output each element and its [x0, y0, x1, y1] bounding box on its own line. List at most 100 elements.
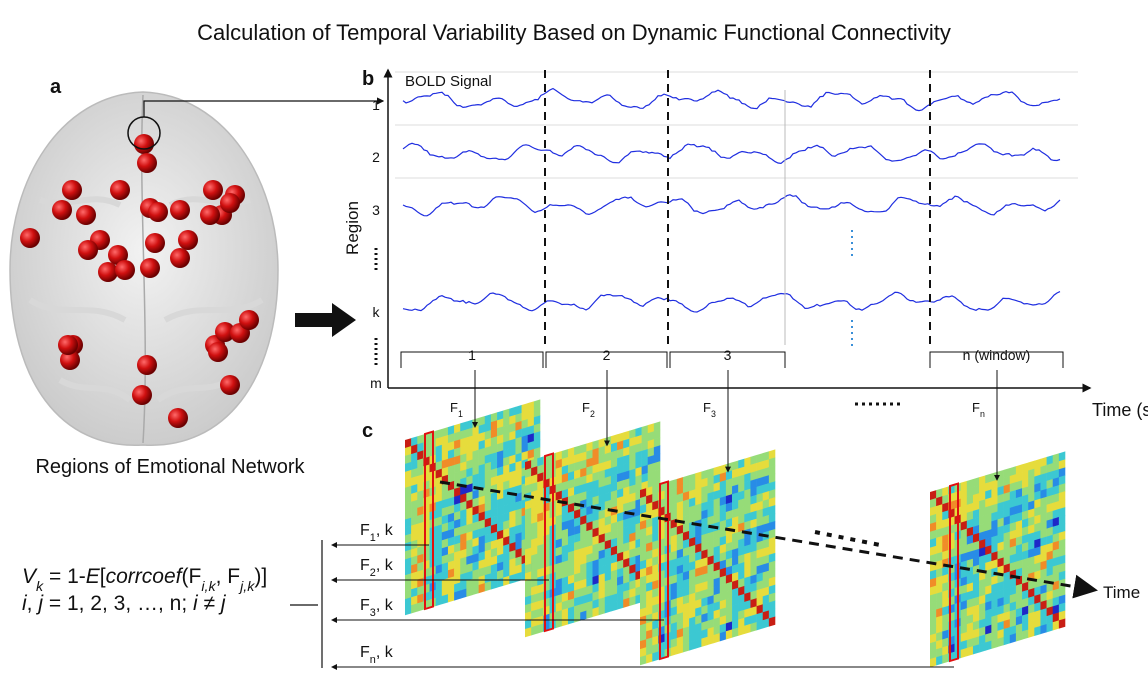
matrix-cell: [1040, 576, 1047, 587]
matrix-cell: [750, 550, 757, 561]
matrix-cell: [762, 538, 770, 549]
matrix-cell: [676, 540, 684, 551]
matrix-cell: [1046, 534, 1054, 545]
matrix-cell: [646, 502, 653, 513]
matrix-cell: [713, 465, 721, 477]
matrix-cell: [435, 516, 443, 527]
matrix-cell: [1052, 508, 1060, 520]
matrix-cell: [598, 509, 606, 520]
matrix-cell: [561, 600, 569, 611]
matrix-cell: [1009, 609, 1017, 620]
matrix-cell: [610, 545, 618, 556]
region-node: [170, 200, 190, 220]
rich-text: F1, k: [360, 522, 394, 544]
matrix-cell: [689, 568, 696, 579]
matrix-cell: [629, 540, 636, 551]
matrix-cell: [515, 436, 522, 447]
matrix-cell: [942, 613, 949, 624]
matrix-cell: [509, 470, 516, 481]
matrix-cell: [610, 569, 618, 580]
matrix-cell: [768, 584, 776, 595]
connectivity-matrix: [930, 451, 1066, 668]
matrix-cell: [1022, 470, 1029, 481]
matrix-cell: [942, 637, 949, 648]
matrix-cell: [580, 578, 587, 589]
matrix-cell: [1028, 460, 1035, 471]
matrix-cell: [979, 515, 986, 526]
matrix-cell: [1052, 469, 1060, 480]
matrix-cell: [567, 558, 575, 569]
window-bracket: [545, 351, 668, 368]
matrix-cell: [1003, 563, 1011, 574]
matrix-cell: [744, 615, 751, 627]
matrix-cell: [966, 534, 974, 545]
matrix-cell: [930, 641, 937, 652]
matrix-cell: [441, 482, 449, 493]
matrix-cell: [942, 645, 949, 656]
matrix-cell: [598, 477, 606, 488]
matrix-cell: [537, 599, 544, 610]
matrix-cell: [725, 573, 733, 584]
matrix-cell: [1040, 488, 1047, 499]
matrix-cell: [997, 501, 1004, 512]
matrix-cell: [509, 406, 516, 417]
matrix-cell: [725, 629, 733, 640]
matrix-cell: [1003, 587, 1011, 598]
matrix-cell: [604, 547, 612, 558]
matrix-cell: [701, 612, 708, 624]
matrix-cell: [586, 473, 593, 484]
matrix-cell: [647, 423, 655, 434]
matrix-cell: [979, 491, 986, 502]
matrix-cell: [610, 489, 618, 501]
matrix-cell: [460, 469, 467, 480]
matrix-cell: [525, 499, 532, 511]
matrix-cell: [713, 473, 721, 485]
matrix-cell: [592, 543, 599, 554]
matrix-cell: [713, 513, 721, 524]
matrix-cell: [640, 496, 647, 507]
matrix-cell: [1034, 498, 1041, 509]
matrix-cell: [592, 479, 599, 490]
matrix-cell: [1028, 468, 1035, 479]
matrix-cell: [725, 605, 733, 616]
matrix-cell: [460, 548, 467, 559]
matrix-cell: [521, 403, 529, 414]
matrix-cell: [713, 505, 721, 516]
matrix-cell: [598, 493, 606, 504]
matrix-cell: [1028, 484, 1035, 495]
matrix-cell: [592, 551, 599, 562]
matrix-cell: [732, 619, 739, 630]
matrix-cell: [640, 551, 647, 562]
matrix-cell: [525, 539, 532, 550]
matrix-cell: [1015, 583, 1023, 594]
matrix-cell: [610, 537, 618, 548]
matrix-cell: [567, 479, 575, 490]
matrix-cell: [623, 573, 630, 584]
matrix-cell: [756, 588, 764, 599]
matrix-cell: [490, 563, 498, 574]
matrix-cell: [503, 464, 510, 475]
matrix-cell: [610, 529, 618, 540]
matrix-cell: [991, 606, 998, 618]
text-part: F: [360, 597, 370, 614]
matrix-cell: [472, 489, 479, 500]
matrix-cell: [454, 439, 461, 450]
matrix-cell: [762, 451, 770, 462]
matrix-cell: [756, 572, 764, 583]
matrix-cell: [598, 589, 606, 600]
matrix-cell: [972, 628, 980, 639]
text-part: E: [86, 565, 101, 588]
matrix-cell: [701, 501, 708, 512]
matrix-cell: [435, 484, 443, 495]
matrix-cell: [617, 464, 624, 475]
matrix-cell: [670, 582, 678, 593]
window-label: 1: [468, 347, 476, 363]
matrix-cell: [574, 445, 581, 456]
matrix-cell: [610, 458, 618, 469]
matrix-cell: [762, 610, 770, 621]
matrix-cell: [623, 502, 630, 513]
matrix-cell: [580, 546, 587, 558]
matrix-cell: [521, 411, 529, 422]
matrix-cell: [768, 600, 776, 611]
matrix-cell: [997, 613, 1004, 624]
